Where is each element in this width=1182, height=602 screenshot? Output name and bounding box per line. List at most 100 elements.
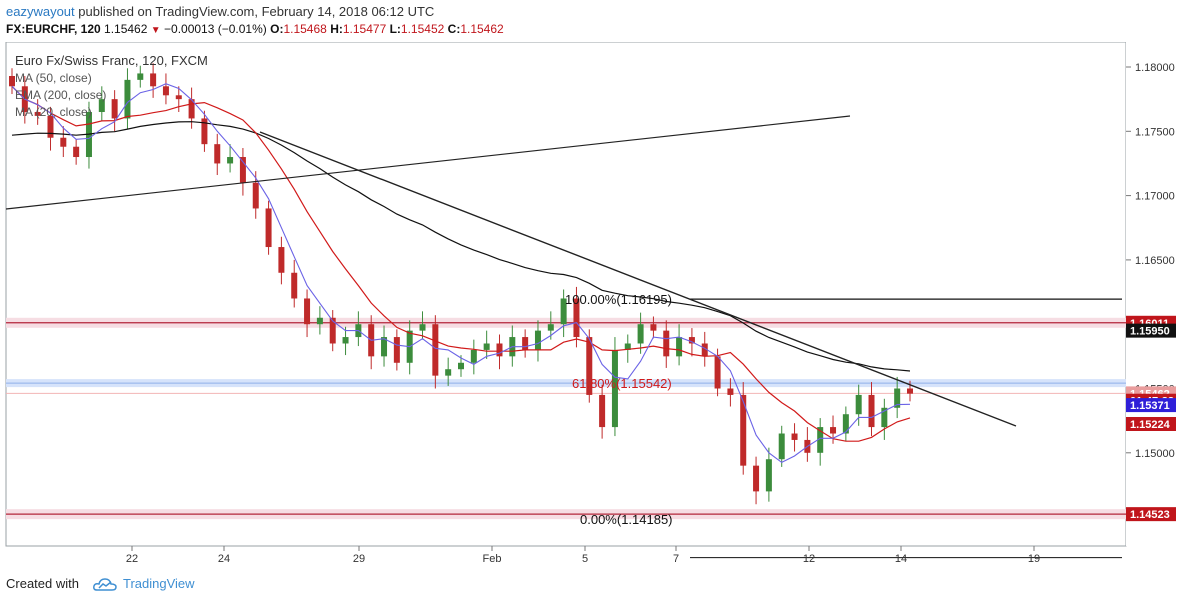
candle-body — [393, 337, 400, 363]
fib-618-label: 61.80%(1.15542) — [572, 376, 672, 391]
price-axis-area[interactable] — [1126, 42, 1182, 546]
candle-body — [765, 459, 772, 492]
descending-trendline — [259, 131, 1017, 427]
time-tick-label: 7 — [673, 553, 679, 565]
candle-body — [329, 317, 336, 344]
candle-body — [791, 433, 798, 440]
candle-body — [907, 388, 913, 394]
candle-body — [586, 337, 593, 395]
candle-body — [599, 394, 606, 428]
candle-body — [432, 324, 439, 376]
candle-body — [227, 157, 234, 164]
candle-body — [855, 394, 862, 415]
candle-body — [894, 388, 901, 408]
price-tick-label: 1.18000 — [1135, 62, 1175, 74]
candle-body — [676, 337, 683, 357]
candle-body — [342, 337, 349, 344]
candle-body — [663, 330, 670, 357]
price-badge — [1126, 507, 1176, 522]
legend-title: Euro Fx/Swiss Franc, 120, FXCM — [15, 53, 208, 68]
candle-body — [34, 112, 41, 116]
ema200-line — [11, 121, 911, 372]
candle-body — [458, 362, 464, 370]
time-tick-label: 29 — [353, 553, 365, 565]
candle-body — [753, 465, 760, 492]
candle-body — [534, 330, 541, 350]
down-triangle-icon: ▼ — [150, 25, 161, 36]
candle-body — [868, 394, 875, 428]
candle-body — [9, 76, 15, 87]
tradingview-link[interactable]: TradingView — [85, 576, 195, 591]
candle-body — [265, 208, 272, 248]
candle-body — [60, 137, 67, 147]
plot-area[interactable] — [5, 42, 1127, 547]
candle-body — [842, 414, 849, 434]
candle-body — [291, 272, 298, 299]
candle-body — [547, 324, 554, 331]
price-chart[interactable]: 100.00%(1.16195) 61.80%(1.15542) 0.00%(1… — [0, 42, 1182, 572]
high-label: H: — [330, 22, 343, 36]
price-badge — [1126, 416, 1176, 431]
candle-body — [150, 73, 157, 87]
candle-body — [727, 388, 734, 395]
candle-body — [817, 427, 824, 453]
candle-body — [470, 349, 477, 363]
candle-body — [419, 324, 426, 331]
candle-body — [650, 324, 657, 331]
publish-info: eazywayout published on TradingView.com,… — [6, 4, 434, 19]
price-tick-label: 1.15000 — [1135, 448, 1175, 460]
candle-body — [137, 73, 144, 80]
last-price: 1.15462 — [104, 22, 148, 36]
tradingview-brand: TradingView — [122, 576, 195, 591]
ma50-line — [11, 85, 911, 442]
tradingview-cloud-icon — [93, 577, 117, 591]
candle-body — [740, 394, 747, 466]
candle-body — [445, 369, 452, 376]
candle-body — [162, 86, 169, 96]
symbol-label: FX:EURCHF, 120 — [6, 22, 101, 36]
open-value: 1.15468 — [283, 22, 327, 36]
candle-body — [98, 99, 105, 113]
low-label: L: — [389, 22, 401, 36]
candle-body — [496, 343, 503, 357]
created-with-text: Created with — [6, 576, 79, 591]
candle-body — [124, 79, 131, 119]
chart-header: eazywayout published on TradingView.com,… — [0, 0, 1182, 40]
published-text: published on TradingView.com, February 1… — [78, 4, 435, 19]
candle-body — [175, 95, 182, 100]
close-value: 1.15462 — [460, 22, 504, 36]
footer: Created with TradingView — [6, 576, 195, 591]
price-badge-label: 1.15950 — [1130, 326, 1170, 338]
legend-ema200: EMA (200, close) — [15, 88, 106, 102]
candle-body — [701, 343, 708, 357]
candle-body — [47, 115, 54, 138]
candle-body — [316, 317, 323, 325]
close-label: C: — [447, 22, 461, 36]
price-badge-label: 1.15224 — [1130, 419, 1171, 431]
price-badge-label: 1.15371 — [1130, 400, 1170, 412]
candle-body — [881, 407, 888, 428]
candle-body — [573, 298, 580, 338]
candle-body — [252, 182, 259, 209]
candle-body — [188, 99, 195, 119]
open-label: O: — [270, 22, 284, 36]
ohlc-line: FX:EURCHF, 120 1.15462 ▼ −0.00013 (−0.01… — [6, 22, 504, 36]
price-tick-label: 1.16500 — [1135, 255, 1175, 267]
price-change: −0.00013 (−0.01%) — [164, 22, 267, 36]
author-link[interactable]: eazywayout — [6, 4, 75, 19]
price-badge — [1126, 323, 1176, 338]
candle-body — [304, 298, 311, 325]
candle-body — [624, 343, 631, 350]
fib-100-label: 100.00%(1.16195) — [565, 292, 672, 307]
low-value: 1.15452 — [400, 22, 445, 36]
price-badge-label: 1.14523 — [1130, 509, 1170, 521]
candle-body — [830, 427, 837, 434]
time-tick-label: Feb — [483, 553, 502, 565]
candle-body — [688, 337, 695, 344]
time-tick-label: 5 — [582, 553, 588, 565]
price-tick-label: 1.17000 — [1135, 191, 1175, 203]
candle-body — [483, 343, 490, 350]
ma20-line — [11, 83, 911, 464]
candle-body — [560, 298, 567, 325]
candle-body — [214, 144, 221, 164]
